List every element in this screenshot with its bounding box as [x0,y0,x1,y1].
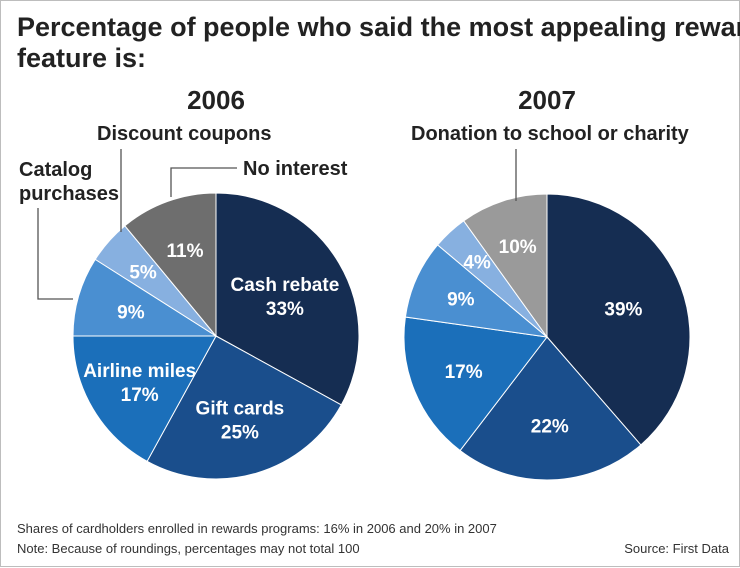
callout-no-interest: No interest [243,158,348,180]
slice-value-label-2006-no-interest: 11% [167,241,204,262]
slice-2006-cash-rebate [215,192,360,406]
slice-value-label-2006-catalog-purchases: 9% [117,302,145,323]
source-credit: Source: First Data [624,541,730,556]
slice-2007-catalog-purchases [404,244,549,338]
slice-2007-donation-to-school-or-charity [462,193,548,339]
slice-name-label-2006-gift-cards: Gift cards [196,398,285,419]
slice-2006-gift-cards [146,335,342,480]
callout-catalog-line-2: purchases [19,183,119,205]
slice-value-label-2006-cash-rebate: 33% [266,299,304,320]
pie-2006: Cash rebate 33% Gift cards 25% Airline miles… [72,192,360,480]
slice-value-label-2007-airline-miles: 17% [445,362,483,383]
callout-donation: Donation to school or charity [411,123,690,145]
slice-2007-airline-miles [403,316,548,452]
year-2006-label: 2006 [187,85,245,115]
chart-title-line-2: feature is: [17,43,146,73]
slice-name-label-2006-airline-miles: Airline miles [83,361,196,382]
slice-2006-airline-miles [72,335,217,462]
slice-value-label-2006-airline-miles: 17% [121,385,159,406]
footnote-rounding: Note: Because of roundings, percentages … [17,541,360,556]
slice-2007-gift-cards [459,336,642,481]
slice-name-label-2006-cash-rebate: Cash rebate [231,275,340,296]
slice-2006-no-interest [124,192,217,338]
footnote-shares: Shares of cardholders enrolled in reward… [17,521,497,536]
year-2007-label: 2007 [518,85,576,115]
slice-value-label-2007-discount-coupons: 4% [463,252,491,273]
chart-title-line-1: Percentage of people who said the most a… [17,12,740,42]
slice-value-label-2006-gift-cards: 25% [221,422,259,443]
callout-discount-coupons: Discount coupons [97,123,271,145]
slice-value-label-2007-catalog-purchases: 9% [447,290,475,311]
slice-value-label-2007-cash-rebate: 39% [604,300,642,321]
slice-value-label-2007-donation-to-school-or-charity: 10% [499,237,537,258]
slice-value-label-2007-gift-cards: 22% [531,417,569,438]
callout-catalog-line-1: Catalog [19,159,92,181]
pie-2007: 39% 22% 17% 9% 4% 10% [403,193,691,481]
slice-2006-catalog-purchases [72,258,218,337]
slice-value-label-2006-discount-coupons: 5% [129,263,157,284]
leader-catalog [37,208,73,300]
leader-no-interest [170,167,237,197]
slice-2007-cash-rebate [546,193,691,446]
